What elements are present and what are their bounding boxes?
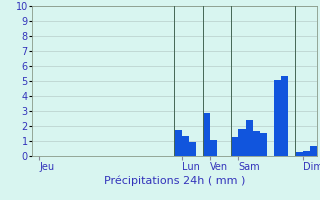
Bar <box>260 133 267 156</box>
X-axis label: Précipitations 24h ( mm ): Précipitations 24h ( mm ) <box>104 176 245 186</box>
Bar <box>253 131 260 156</box>
Bar <box>203 112 210 156</box>
Bar <box>310 146 317 156</box>
Bar <box>174 130 181 156</box>
Bar <box>189 142 196 156</box>
Bar <box>281 76 288 156</box>
Bar <box>274 79 281 156</box>
Bar <box>181 136 189 156</box>
Bar <box>231 137 238 156</box>
Bar <box>295 152 303 156</box>
Bar <box>303 151 310 156</box>
Bar <box>238 129 246 156</box>
Bar <box>210 140 217 156</box>
Bar <box>246 120 253 156</box>
